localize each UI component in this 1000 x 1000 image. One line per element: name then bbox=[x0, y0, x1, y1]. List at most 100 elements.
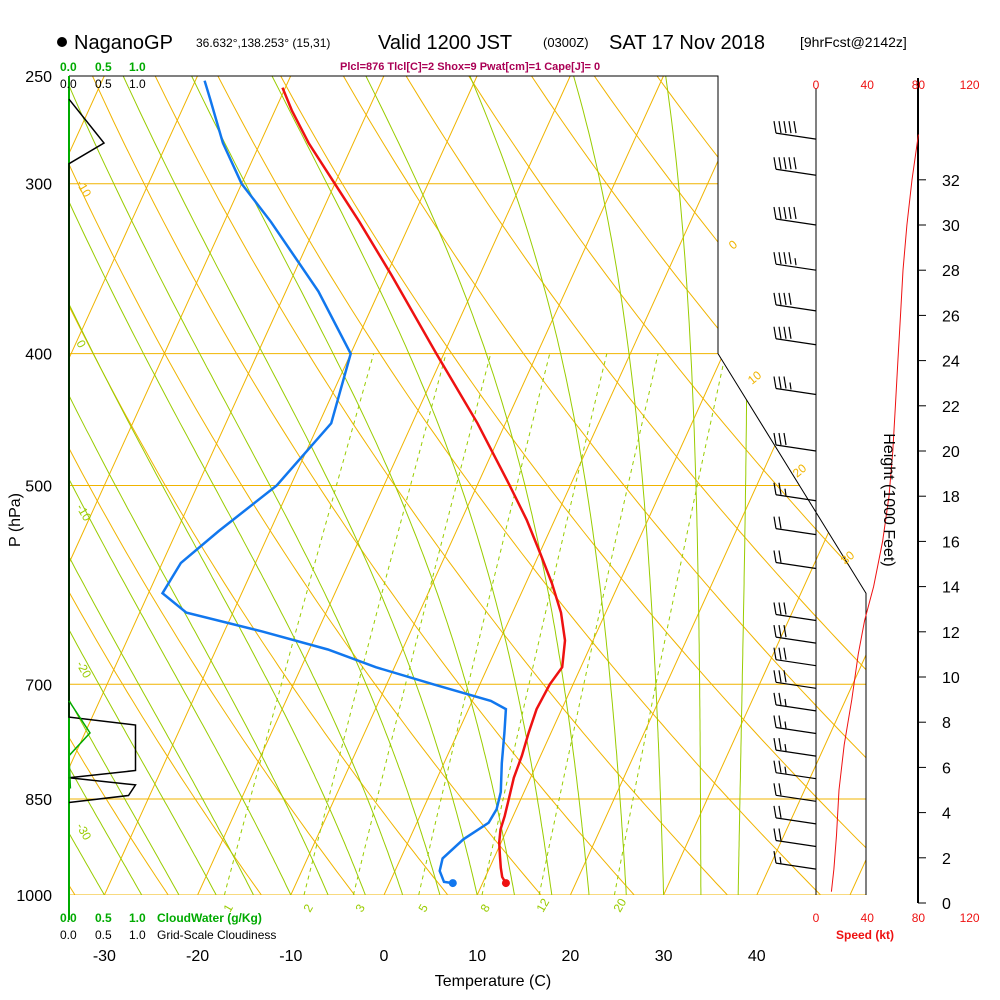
wind-barb bbox=[773, 805, 817, 825]
height-panel: 0246810121416182022242628303200404080801… bbox=[773, 78, 980, 925]
mixing-ratio-line bbox=[538, 353, 659, 895]
wind-barb-flag bbox=[778, 482, 782, 495]
wind-barb-flag bbox=[788, 326, 792, 339]
background-grid bbox=[0, 76, 866, 895]
wind-barb-flag bbox=[783, 647, 787, 660]
wind-barb-staff bbox=[775, 862, 817, 870]
isotherm-line bbox=[197, 76, 571, 895]
temperature-tick-label: 20 bbox=[562, 948, 580, 965]
wind-barb-half-flag bbox=[784, 698, 787, 706]
wind-barb-flag bbox=[783, 376, 787, 389]
grid-line-label: 20 bbox=[790, 461, 809, 481]
wind-barb-flag bbox=[773, 783, 777, 796]
wind-barb bbox=[773, 692, 817, 712]
height-tick-label: 0 bbox=[942, 896, 951, 913]
valid-date: SAT 17 Nov 2018 bbox=[609, 32, 765, 54]
mixing-ratio-line bbox=[352, 353, 492, 895]
station-coords: 36.632°,138.253° (15,31) bbox=[196, 36, 330, 50]
wind-barb bbox=[773, 738, 817, 757]
station-dot bbox=[57, 37, 67, 47]
mixing-ratio-line bbox=[481, 353, 608, 895]
wind-barb-flag bbox=[773, 851, 777, 864]
wind-barb-flag bbox=[778, 828, 782, 841]
wind-barb-staff bbox=[775, 338, 817, 346]
wind-barb-staff bbox=[775, 444, 817, 452]
wind-barb-flag bbox=[773, 625, 777, 638]
speed-label: Speed (kt) bbox=[836, 928, 894, 942]
wind-barb-staff bbox=[775, 528, 817, 536]
wind-barb-flag bbox=[778, 602, 782, 615]
wind-barb-flag bbox=[773, 121, 777, 134]
wind-barb-flag bbox=[778, 670, 782, 683]
isotherm-line bbox=[0, 76, 11, 895]
speed-tick-label-top: 120 bbox=[960, 78, 980, 92]
cloudwater-scale-bottom: 0.0 0.5 1.0 CloudWater (g/Kg) 0.0 0.5 1.… bbox=[60, 911, 276, 942]
wind-barb bbox=[773, 432, 817, 452]
profiles bbox=[68, 80, 567, 888]
wind-barb-flag bbox=[778, 206, 782, 220]
plot-frame bbox=[68, 75, 867, 920]
height-tick-label: 14 bbox=[942, 580, 960, 597]
wind-barb-staff bbox=[775, 681, 817, 689]
wind-barb-flag bbox=[778, 157, 782, 170]
cloudwater-scale-top: 0.0 0.5 1.0 0.0 0.5 1.0 bbox=[60, 60, 146, 91]
isotherm-line bbox=[69, 76, 385, 895]
x-axis-title: Temperature (C) bbox=[435, 973, 551, 990]
valid-zulu: (0300Z) bbox=[543, 35, 589, 50]
station-name: NaganoGP bbox=[74, 32, 173, 54]
wind-barb-flag bbox=[788, 157, 792, 170]
mixing-ratio-line bbox=[613, 353, 727, 895]
height-tick-label: 8 bbox=[942, 715, 951, 732]
grid-line-label: -30 bbox=[73, 821, 94, 843]
wind-barb-flag bbox=[783, 252, 787, 265]
height-tick-label: 32 bbox=[942, 173, 960, 190]
cloudwater-top-1: 0.5 bbox=[95, 60, 112, 74]
wind-barb-flag bbox=[778, 516, 782, 529]
isotherm-line bbox=[103, 76, 478, 895]
wind-barb bbox=[773, 376, 817, 396]
pressure-tick-label: 300 bbox=[25, 177, 52, 194]
wind-barb-staff bbox=[775, 839, 817, 848]
moist-adiabat-line bbox=[365, 76, 590, 895]
wind-barb-flag bbox=[773, 692, 777, 705]
pressure-tick-label: 400 bbox=[25, 347, 52, 364]
cloudwater-top-2: 1.0 bbox=[129, 60, 146, 74]
wind-barb-flag bbox=[773, 760, 777, 773]
isotherm-line bbox=[69, 76, 198, 895]
dry-adiabat-line bbox=[217, 76, 821, 895]
wind-barb-flag bbox=[773, 157, 777, 170]
wind-barb-staff bbox=[775, 794, 817, 802]
frame-right-edge bbox=[69, 75, 867, 895]
wind-barb-flag bbox=[778, 121, 782, 134]
dewpoint-profile-line bbox=[160, 80, 508, 885]
speed-tick-label-bottom: 80 bbox=[912, 911, 926, 925]
isotherm-line bbox=[290, 76, 664, 895]
pressure-tick-label: 1000 bbox=[16, 888, 52, 905]
height-tick-label: 10 bbox=[942, 670, 960, 687]
isotherm-line bbox=[756, 76, 866, 895]
dry-adiabat-line bbox=[69, 76, 169, 895]
wind-barb-staff bbox=[775, 772, 817, 780]
wind-barb-flag bbox=[783, 292, 787, 305]
wind-barb-staff bbox=[775, 749, 817, 757]
wind-barb-flag bbox=[778, 326, 782, 339]
wind-barb-flag bbox=[783, 326, 787, 339]
wind-barb-flag bbox=[778, 692, 782, 705]
wind-barb bbox=[773, 482, 817, 502]
wind-barb bbox=[773, 828, 817, 848]
wind-barb-flag bbox=[778, 292, 782, 305]
wind-barb-flag bbox=[783, 602, 787, 615]
height-tick-label: 16 bbox=[942, 534, 960, 551]
dry-adiabat-line bbox=[154, 76, 728, 895]
dry-adiabat-line bbox=[69, 76, 449, 895]
wind-barb-flag bbox=[783, 121, 787, 134]
wind-barb bbox=[773, 647, 817, 667]
wind-barb-flag bbox=[773, 738, 777, 751]
height-tick-label: 28 bbox=[942, 263, 960, 280]
dry-adiabat-line bbox=[280, 76, 866, 895]
wind-barb-flag bbox=[778, 738, 782, 751]
speed-tick-label-bottom: 120 bbox=[960, 911, 980, 925]
moist-adiabat-line bbox=[469, 76, 627, 895]
wind-barb bbox=[773, 292, 817, 312]
isotherm-line bbox=[849, 76, 866, 895]
